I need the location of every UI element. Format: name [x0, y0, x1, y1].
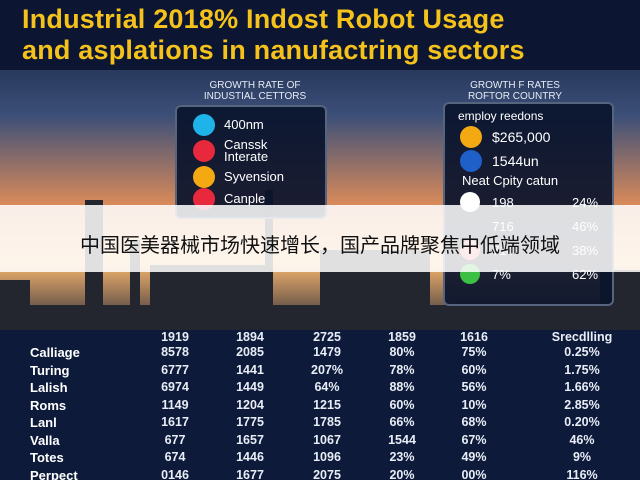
panel-header: INDUSTIAL CETTORS [203, 91, 307, 102]
table-cell: 1449 [236, 380, 264, 394]
table-cell: 1544 [388, 432, 416, 447]
table-cell: 1204 [236, 397, 264, 412]
table-cell: 1617 [161, 415, 189, 429]
table-header: 1894 [236, 330, 264, 344]
table-cell: 68% [461, 415, 487, 429]
legend-dot [193, 140, 215, 162]
table-cell: 46% [569, 432, 595, 447]
table-cell: 1785 [313, 415, 341, 429]
table-cell: 1677 [236, 467, 264, 480]
panel-subtitle: employ reedons [458, 109, 544, 123]
panel-caption: Neat Cpity catun [462, 173, 559, 188]
legend-label: 1544un [492, 153, 539, 169]
table-cell: 1.66% [564, 380, 600, 394]
table-cell: 1775 [236, 415, 264, 429]
table-cell: 1479 [313, 345, 341, 359]
legend-label: Syvension [224, 169, 284, 184]
title-line: and asplations in nanufactring sectors [22, 35, 525, 65]
legend-label: Interate [224, 149, 269, 164]
table-cell: 80% [389, 345, 415, 359]
row-label: Roms [30, 397, 67, 413]
legend-label: Canssk [224, 137, 268, 152]
legend-dot [193, 166, 215, 188]
title-line: Industrial 2018% Indost Robot Usage [22, 4, 505, 34]
table-cell: 2075 [313, 467, 341, 480]
panel-header: GROWTH RATE OF [209, 80, 301, 91]
table-cell: 674 [164, 450, 186, 464]
row-label: Totes [30, 450, 64, 465]
panel-header: GROWTH F RATES [470, 80, 560, 91]
table-cell: 10% [461, 397, 487, 412]
table-cell: 1.75% [564, 362, 600, 377]
legend-dot [193, 114, 215, 136]
table-cell: 67% [461, 432, 487, 447]
table-header: 2725 [313, 330, 341, 344]
table-cell: 0.25% [564, 345, 600, 359]
legend-dot [193, 188, 215, 210]
table-cell: 88% [389, 380, 415, 394]
table-cell: 00% [461, 467, 487, 480]
row-label: Calliage [30, 345, 80, 360]
row-label: Lalish [30, 380, 68, 395]
table-cell: 78% [389, 362, 415, 377]
legend-label: Canple [224, 191, 266, 206]
banner [0, 205, 640, 272]
table-cell: 23% [389, 450, 415, 464]
table-cell: 207% [311, 362, 343, 377]
table-header: 1616 [460, 330, 488, 344]
table-cell: 1096 [313, 450, 341, 464]
table-cell: 64% [314, 380, 340, 394]
table-cell: 1215 [313, 397, 341, 412]
table-cell: 2.85% [564, 397, 600, 412]
table-cell: 60% [389, 397, 415, 412]
panel-header: ROFTOR COUNTRY [467, 91, 563, 102]
table-cell: 1067 [313, 432, 341, 447]
row-label: Valla [30, 432, 60, 448]
table-cell: 677 [164, 432, 186, 447]
table-cell: 116% [566, 467, 598, 480]
table-cell: 60% [461, 362, 487, 377]
legend-label: $265,000 [492, 129, 551, 145]
table-cell: 2085 [236, 345, 264, 359]
table-cell: 49% [461, 450, 487, 464]
table-cell: 6974 [161, 380, 189, 394]
legend-dot [460, 126, 482, 148]
table-cell: 0.20% [564, 415, 600, 429]
table-cell: 56% [461, 380, 487, 394]
table-cell: 75% [461, 345, 487, 359]
table-cell: 9% [572, 450, 592, 464]
legend-label: 400nm [224, 117, 264, 132]
table-cell: 8578 [161, 345, 189, 359]
table-cell: 0146 [161, 467, 189, 480]
row-label: Turing [30, 362, 70, 378]
table-cell: 66% [389, 415, 415, 429]
table-header: 1919 [161, 330, 189, 344]
table-cell: 20% [389, 467, 415, 480]
table-header: Srecdlling [551, 330, 613, 344]
legend-dot [460, 150, 482, 172]
table-cell: 1149 [161, 397, 189, 412]
table-header: 1859 [388, 330, 416, 344]
table-cell: 1446 [236, 450, 264, 464]
table-cell: 1657 [236, 432, 264, 447]
table-cell: 6777 [161, 362, 189, 377]
row-label: Lanl [30, 415, 57, 430]
row-label: Perpect [30, 467, 78, 480]
table-cell: 1441 [236, 362, 264, 377]
banner-text: 中国医美器械市场快速增长，国产品牌聚焦中低端领域 [80, 235, 560, 257]
